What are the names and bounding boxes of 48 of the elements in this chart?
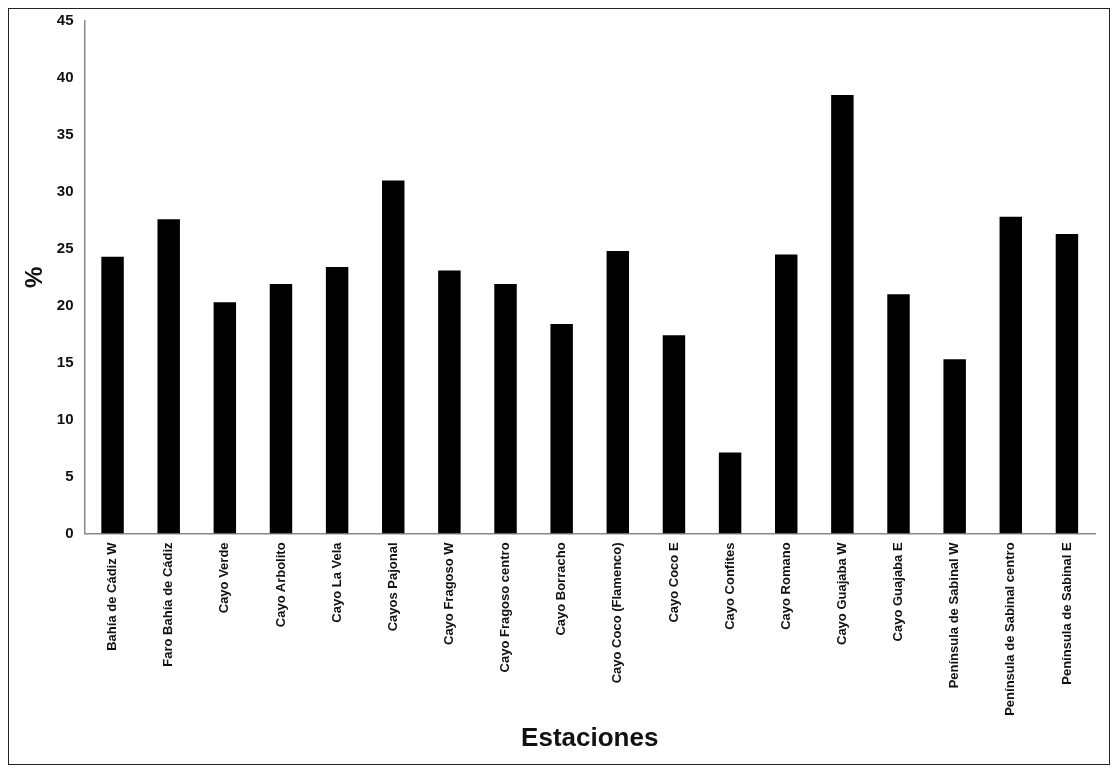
x-tick-label: Península de Sabinal centro [1002, 542, 1018, 716]
bar [213, 302, 237, 534]
x-tick-label: Península de Sabinal E [1058, 542, 1074, 685]
x-tick-label: Cayo Guajaba W [833, 541, 849, 645]
x-tick-label: Cayo Verde [216, 542, 232, 614]
y-axis-title: % [20, 266, 48, 288]
x-tick-label: Bahía de Cádiz W [104, 541, 120, 651]
x-tick-label: Cayo Confites [721, 542, 737, 630]
bar [157, 219, 180, 534]
x-tick-label: Cayo Fragoso W [440, 541, 456, 645]
bar [101, 256, 124, 534]
bar [662, 335, 686, 534]
bar [775, 254, 798, 534]
y-tick-label: 45 [56, 11, 74, 29]
bar [831, 95, 854, 534]
bar [494, 284, 517, 534]
x-tick-label: Cayo Arbolito [272, 542, 288, 628]
y-tick-label: 5 [65, 466, 74, 484]
bar [1055, 233, 1079, 534]
x-tick-label: Cayo Guajaba E [890, 542, 906, 642]
x-tick-label: Faro Bahía de Cádiz [160, 541, 176, 667]
y-tick-label: 20 [56, 295, 74, 313]
x-tick-label: Cayo La Vela [328, 541, 344, 623]
bar [269, 284, 293, 534]
bar [999, 216, 1023, 534]
bar [382, 180, 405, 534]
bar [606, 251, 630, 534]
x-tick-label: Cayo Fragoso centro [497, 542, 513, 673]
bar [550, 323, 573, 534]
bar [438, 270, 461, 534]
y-tick-label: 30 [56, 181, 74, 199]
bar [887, 294, 910, 534]
bar [718, 452, 742, 534]
y-tick-label: 10 [56, 409, 74, 427]
x-tick-label: Cayo Coco E [665, 542, 681, 623]
x-tick-label: Cayos Pajonal [384, 542, 400, 632]
y-tick-label: 35 [56, 125, 74, 143]
bar [943, 359, 966, 534]
x-tick-label: Península de Sabinal W [946, 541, 962, 689]
y-tick-label: 40 [56, 68, 74, 86]
x-tick-label: Cayo Romano [777, 542, 793, 630]
x-axis-title: Estaciones [521, 721, 659, 752]
bar [325, 266, 349, 534]
x-tick-label: Cayo Borracho [553, 542, 569, 636]
y-tick-label: 25 [56, 238, 74, 256]
x-tick-label: Cayo Coco (Flamenco) [609, 542, 625, 684]
y-tick-label: 15 [56, 352, 74, 370]
y-tick-label: 0 [65, 523, 74, 541]
